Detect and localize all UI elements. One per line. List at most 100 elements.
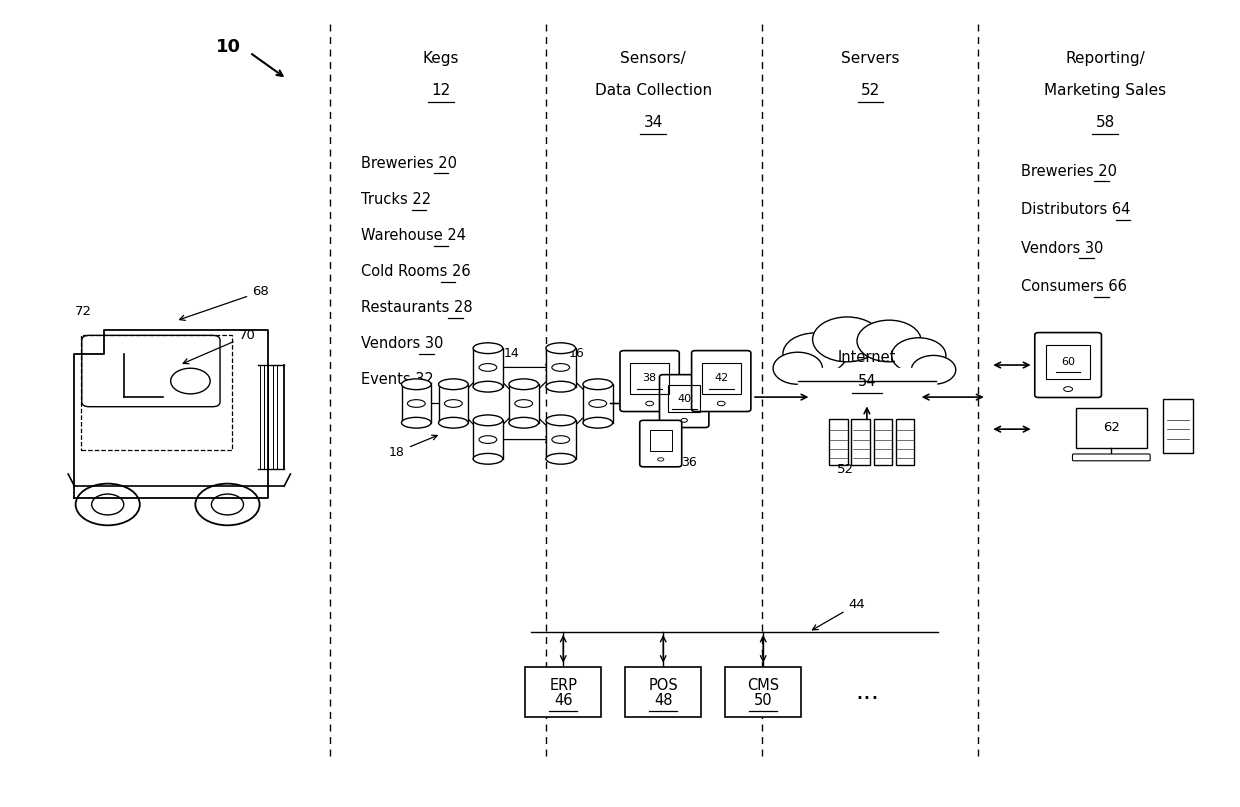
Bar [474, 420, 502, 459]
Ellipse shape [515, 399, 533, 408]
Bar [895, 419, 914, 465]
Bar [439, 384, 469, 423]
Text: Breweries 20: Breweries 20 [1022, 164, 1117, 178]
Ellipse shape [546, 381, 575, 392]
Ellipse shape [797, 351, 936, 388]
Text: 70: 70 [184, 329, 255, 364]
Ellipse shape [479, 364, 497, 371]
Circle shape [911, 355, 956, 384]
Text: Breweries 20: Breweries 20 [361, 156, 456, 170]
Ellipse shape [402, 378, 432, 390]
Bar [1045, 345, 1090, 378]
Bar [797, 368, 936, 386]
Ellipse shape [474, 381, 502, 392]
Bar [725, 667, 801, 717]
Text: Data Collection: Data Collection [595, 83, 712, 98]
Text: Sensors/: Sensors/ [620, 52, 686, 66]
Bar [1075, 408, 1147, 448]
Circle shape [782, 333, 847, 374]
Circle shape [76, 483, 140, 525]
Text: 16: 16 [569, 346, 585, 359]
FancyBboxPatch shape [640, 420, 682, 466]
Bar [1163, 399, 1193, 454]
FancyBboxPatch shape [82, 336, 219, 407]
Text: 72: 72 [74, 305, 92, 318]
Text: 38: 38 [642, 374, 657, 383]
Text: Marketing Sales: Marketing Sales [1044, 83, 1166, 98]
Text: 36: 36 [681, 455, 697, 469]
Text: CMS: CMS [748, 678, 779, 693]
Bar [583, 384, 613, 423]
Ellipse shape [508, 417, 538, 429]
FancyBboxPatch shape [692, 350, 751, 412]
Circle shape [892, 338, 946, 373]
Ellipse shape [479, 436, 497, 443]
Bar [546, 420, 575, 459]
Text: Reporting/: Reporting/ [1065, 52, 1145, 66]
Ellipse shape [546, 454, 575, 464]
Text: Servers: Servers [842, 52, 900, 66]
Text: 34: 34 [644, 115, 663, 131]
Text: 62: 62 [1102, 421, 1120, 434]
Bar [874, 419, 893, 465]
Text: Vendors 30: Vendors 30 [1022, 240, 1104, 256]
Circle shape [857, 320, 921, 362]
Text: Internet: Internet [838, 349, 897, 365]
Ellipse shape [439, 417, 469, 429]
Ellipse shape [589, 399, 606, 408]
Text: 58: 58 [1095, 115, 1115, 131]
Bar [668, 386, 699, 412]
Ellipse shape [402, 417, 432, 429]
Text: 54: 54 [858, 374, 877, 389]
Ellipse shape [474, 454, 502, 464]
Text: 52: 52 [861, 83, 880, 98]
Bar [81, 336, 232, 450]
Text: 48: 48 [653, 693, 672, 709]
Text: 50: 50 [754, 693, 773, 709]
FancyBboxPatch shape [660, 374, 709, 428]
Ellipse shape [474, 343, 502, 353]
Text: 52: 52 [837, 462, 854, 475]
Text: 60: 60 [1061, 357, 1075, 367]
Bar [402, 384, 432, 423]
Bar [630, 363, 670, 394]
Ellipse shape [474, 415, 502, 426]
FancyBboxPatch shape [1034, 332, 1101, 398]
Bar [852, 419, 870, 465]
Bar [830, 419, 848, 465]
Bar [702, 363, 740, 394]
Text: Consumers 66: Consumers 66 [1022, 279, 1127, 294]
Text: 18: 18 [389, 435, 438, 458]
Bar [625, 667, 702, 717]
Bar [474, 348, 502, 387]
Text: 44: 44 [812, 598, 866, 629]
Text: POS: POS [649, 678, 678, 693]
Ellipse shape [552, 436, 569, 443]
Ellipse shape [546, 415, 575, 426]
Text: Trucks 22: Trucks 22 [361, 191, 430, 207]
Text: 14: 14 [503, 346, 520, 359]
Text: Kegs: Kegs [423, 52, 459, 66]
Ellipse shape [439, 378, 469, 390]
Bar [650, 430, 672, 451]
Ellipse shape [408, 399, 425, 408]
Bar [525, 667, 601, 717]
Bar [546, 348, 575, 387]
Text: Restaurants 28: Restaurants 28 [361, 300, 472, 315]
Text: Distributors 64: Distributors 64 [1022, 202, 1131, 217]
Ellipse shape [546, 343, 575, 353]
Text: 40: 40 [677, 394, 691, 404]
Ellipse shape [444, 399, 463, 408]
Text: ...: ... [854, 680, 879, 704]
Text: 68: 68 [180, 286, 269, 320]
Bar [508, 384, 538, 423]
Text: 10: 10 [216, 38, 242, 56]
Circle shape [812, 317, 882, 362]
Text: 12: 12 [432, 83, 450, 98]
Text: 42: 42 [714, 374, 728, 383]
FancyBboxPatch shape [1073, 454, 1151, 461]
Text: ERP: ERP [549, 678, 577, 693]
Text: Events 32: Events 32 [361, 372, 434, 387]
Text: 46: 46 [554, 693, 573, 709]
Text: Cold Rooms 26: Cold Rooms 26 [361, 264, 470, 278]
